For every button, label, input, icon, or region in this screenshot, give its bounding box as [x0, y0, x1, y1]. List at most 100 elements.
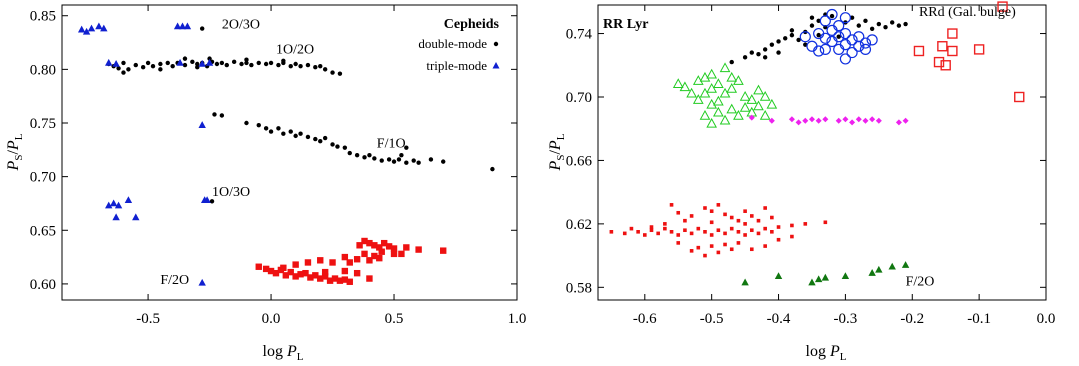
data-point — [330, 70, 335, 75]
data-point — [404, 160, 409, 165]
data-point — [140, 65, 146, 70]
right-legend: RR Lyr — [603, 17, 649, 32]
data-point — [396, 157, 402, 162]
data-point — [313, 136, 318, 142]
left-x-axis-label: log PL — [263, 343, 304, 363]
data-point — [736, 241, 741, 245]
data-point — [676, 241, 681, 245]
data-point — [158, 61, 163, 67]
left-plot-frame — [61, 4, 518, 301]
y-tick-label: 0.60 — [30, 277, 56, 293]
data-point — [713, 95, 724, 106]
data-point — [293, 61, 298, 67]
data-point — [753, 84, 764, 95]
data-point — [244, 57, 249, 62]
data-point — [741, 278, 749, 286]
data-point — [756, 51, 761, 57]
left-data-marks — [77, 22, 495, 286]
data-point — [759, 90, 771, 101]
data-point — [297, 271, 304, 278]
data-point — [176, 58, 184, 66]
data-point — [263, 126, 269, 131]
data-point — [318, 63, 323, 69]
data-point — [729, 226, 734, 231]
legend-entry-triple-mode: triple-mode — [426, 58, 487, 73]
data-point — [669, 230, 674, 234]
data-point — [903, 21, 908, 27]
data-point — [366, 275, 373, 282]
x-tick-label: -0.2 — [900, 311, 924, 327]
data-point — [398, 250, 405, 258]
data-point — [219, 60, 225, 66]
data-point — [859, 37, 872, 49]
data-point — [663, 222, 667, 226]
data-point — [703, 253, 707, 258]
data-point — [158, 67, 163, 72]
data-point — [816, 32, 821, 38]
data-point — [723, 212, 727, 217]
data-point — [622, 231, 627, 236]
data-point — [876, 21, 882, 27]
data-point — [875, 117, 882, 124]
data-point — [756, 231, 761, 236]
x-tick-label: -0.5 — [700, 311, 724, 327]
data-point — [716, 203, 721, 207]
data-point — [696, 226, 701, 231]
data-point — [762, 55, 768, 60]
data-point — [859, 43, 872, 56]
data-point — [313, 65, 318, 70]
data-point — [679, 81, 691, 92]
data-point — [849, 15, 855, 20]
data-point — [145, 60, 151, 66]
data-point — [869, 26, 875, 31]
annotation-label: F/2O — [160, 273, 189, 288]
data-point — [341, 267, 349, 275]
data-point — [371, 242, 378, 249]
data-point — [706, 117, 718, 128]
data-point — [739, 102, 751, 112]
data-point — [318, 139, 323, 144]
data-point — [868, 269, 876, 276]
data-point — [170, 63, 175, 69]
data-point — [403, 244, 410, 251]
data-point — [856, 23, 861, 28]
data-point — [699, 87, 711, 98]
right-y-axis-label: PS/PL — [547, 133, 567, 171]
right-plot-frame — [597, 4, 1047, 301]
data-point — [770, 215, 774, 220]
data-point — [862, 117, 869, 124]
x-tick-label: -0.1 — [967, 311, 991, 327]
data-point — [833, 31, 845, 43]
data-point — [890, 20, 895, 25]
data-point — [719, 87, 731, 98]
data-point — [776, 237, 781, 242]
data-point — [312, 272, 319, 279]
data-point — [337, 71, 343, 76]
data-point — [100, 24, 108, 32]
data-point — [441, 159, 446, 164]
data-point — [376, 244, 383, 251]
data-point — [709, 233, 714, 237]
data-point — [937, 41, 948, 52]
data-point — [346, 259, 353, 266]
data-point — [656, 231, 660, 236]
data-point — [262, 265, 270, 273]
data-point — [440, 247, 447, 254]
y-tick-label: 0.65 — [30, 223, 56, 239]
data-point — [676, 233, 681, 237]
data-point — [814, 275, 823, 283]
data-point — [883, 25, 888, 30]
data-point — [239, 61, 244, 67]
annotation-label: 1O/3O — [212, 185, 250, 200]
left-legend: Cepheids double-mode triple-mode — [418, 17, 499, 73]
data-point — [699, 109, 711, 120]
data-point — [317, 275, 324, 282]
data-point — [816, 18, 821, 24]
data-point — [763, 244, 767, 248]
data-point — [77, 25, 86, 33]
data-point — [823, 220, 828, 225]
data-point — [726, 71, 738, 82]
data-point — [821, 273, 830, 281]
data-point — [753, 100, 764, 111]
data-point — [947, 45, 958, 57]
